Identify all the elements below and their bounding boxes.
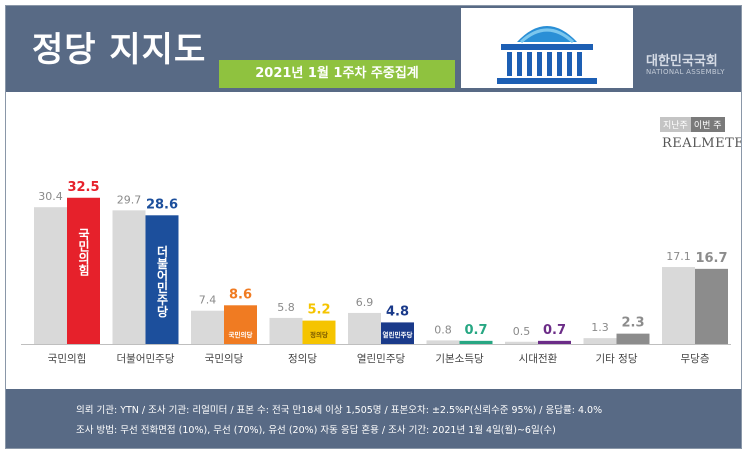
bar-curr-2: [224, 305, 257, 344]
category-label-8: 무당층: [681, 353, 710, 365]
bar-party-label-4: 열린민주당: [383, 330, 413, 339]
bar-prev-4: [348, 312, 381, 344]
infographic-frame: 정당 지지도 2021년 1월 1주차 주중집계 대한민국국회 NATIONAL…: [5, 5, 742, 449]
bar-prev-7: [583, 338, 617, 344]
value-label-prev-7: 1.3: [591, 321, 609, 334]
bar-prev-5: [426, 340, 460, 344]
value-label-curr-3: 5.2: [307, 303, 330, 318]
category-label-5: 기본소득당: [435, 353, 484, 365]
survey-info-line-2: 조사 방법: 무선 전화면접 (10%), 무선 (70%), 유선 (20%)…: [76, 425, 556, 436]
bar-curr-1: [145, 215, 179, 344]
category-label-2: 국민의당: [205, 353, 244, 365]
bar-party-label-3: 정의당: [310, 330, 328, 339]
bar-prev-1: [112, 210, 146, 344]
bar-party-label-0: 국민의힘: [77, 227, 91, 276]
bar-curr-3: [302, 320, 336, 344]
bar-curr-7: [616, 333, 650, 344]
chart-subtitle: 2021년 1월 1주차 주중집계: [219, 60, 455, 88]
value-label-prev-4: 6.9: [356, 296, 374, 309]
chart-legend: 지난주 이번 주: [660, 117, 725, 132]
bar-prev-6: [505, 341, 538, 344]
legend-item-curr: 이번 주: [690, 117, 725, 132]
assembly-building-icon: [461, 8, 633, 88]
category-label-3: 정의당: [288, 353, 317, 365]
category-label-0: 국민의힘: [48, 353, 87, 365]
value-label-curr-8: 16.7: [695, 251, 727, 266]
bar-curr-0: [67, 197, 100, 344]
legend-item-prev: 지난주: [660, 117, 691, 132]
category-label-4: 열린민주당: [357, 353, 406, 365]
value-label-prev-5: 0.8: [434, 323, 452, 336]
survey-info-line-1: 의뢰 기관: YTN / 조사 기관: 리얼미터 / 표본 수: 전국 만18세…: [76, 405, 603, 416]
bar-prev-0: [34, 207, 67, 344]
value-label-prev-1: 29.7: [117, 193, 142, 206]
value-label-prev-2: 7.4: [199, 294, 217, 307]
bar-curr-5: [459, 340, 493, 344]
assembly-label: 대한민국국회: [646, 54, 718, 69]
bar-curr-8: [695, 268, 728, 344]
bar-party-label-1: 더불어민주당: [155, 244, 169, 318]
chart-title: 정당 지지도: [32, 30, 207, 70]
header-banner: 정당 지지도 2021년 1월 1주차 주중집계 대한민국국회 NATIONAL…: [6, 6, 741, 92]
bar-curr-4: [381, 322, 414, 344]
brand-label: REALMETER: [662, 136, 741, 151]
value-label-curr-2: 8.6: [229, 287, 252, 302]
value-label-prev-3: 5.8: [277, 301, 295, 314]
value-label-prev-8: 17.1: [666, 250, 691, 263]
bar-prev-8: [662, 267, 695, 344]
value-label-curr-4: 4.8: [386, 304, 409, 319]
footer-banner: 의뢰 기관: YTN / 조사 기관: 리얼미터 / 표본 수: 전국 만18세…: [6, 389, 741, 448]
value-label-curr-0: 32.5: [67, 180, 99, 195]
value-label-curr-1: 28.6: [146, 197, 178, 212]
value-label-curr-6: 0.7: [543, 323, 566, 338]
value-label-prev-6: 0.5: [513, 325, 531, 338]
bar-party-label-2: 국민의당: [229, 330, 253, 339]
bar-prev-2: [191, 310, 224, 344]
bar-prev-3: [269, 317, 303, 344]
value-label-curr-5: 0.7: [464, 323, 487, 338]
value-label-prev-0: 30.4: [38, 190, 63, 203]
category-label-7: 기타 정당: [596, 353, 638, 365]
bar-curr-6: [538, 340, 571, 344]
value-label-curr-7: 2.3: [621, 316, 644, 331]
category-label-6: 시대전환: [519, 353, 558, 365]
category-label-1: 더불어민주당: [117, 353, 175, 365]
assembly-label-en: NATIONAL ASSEMBLY: [646, 68, 725, 76]
